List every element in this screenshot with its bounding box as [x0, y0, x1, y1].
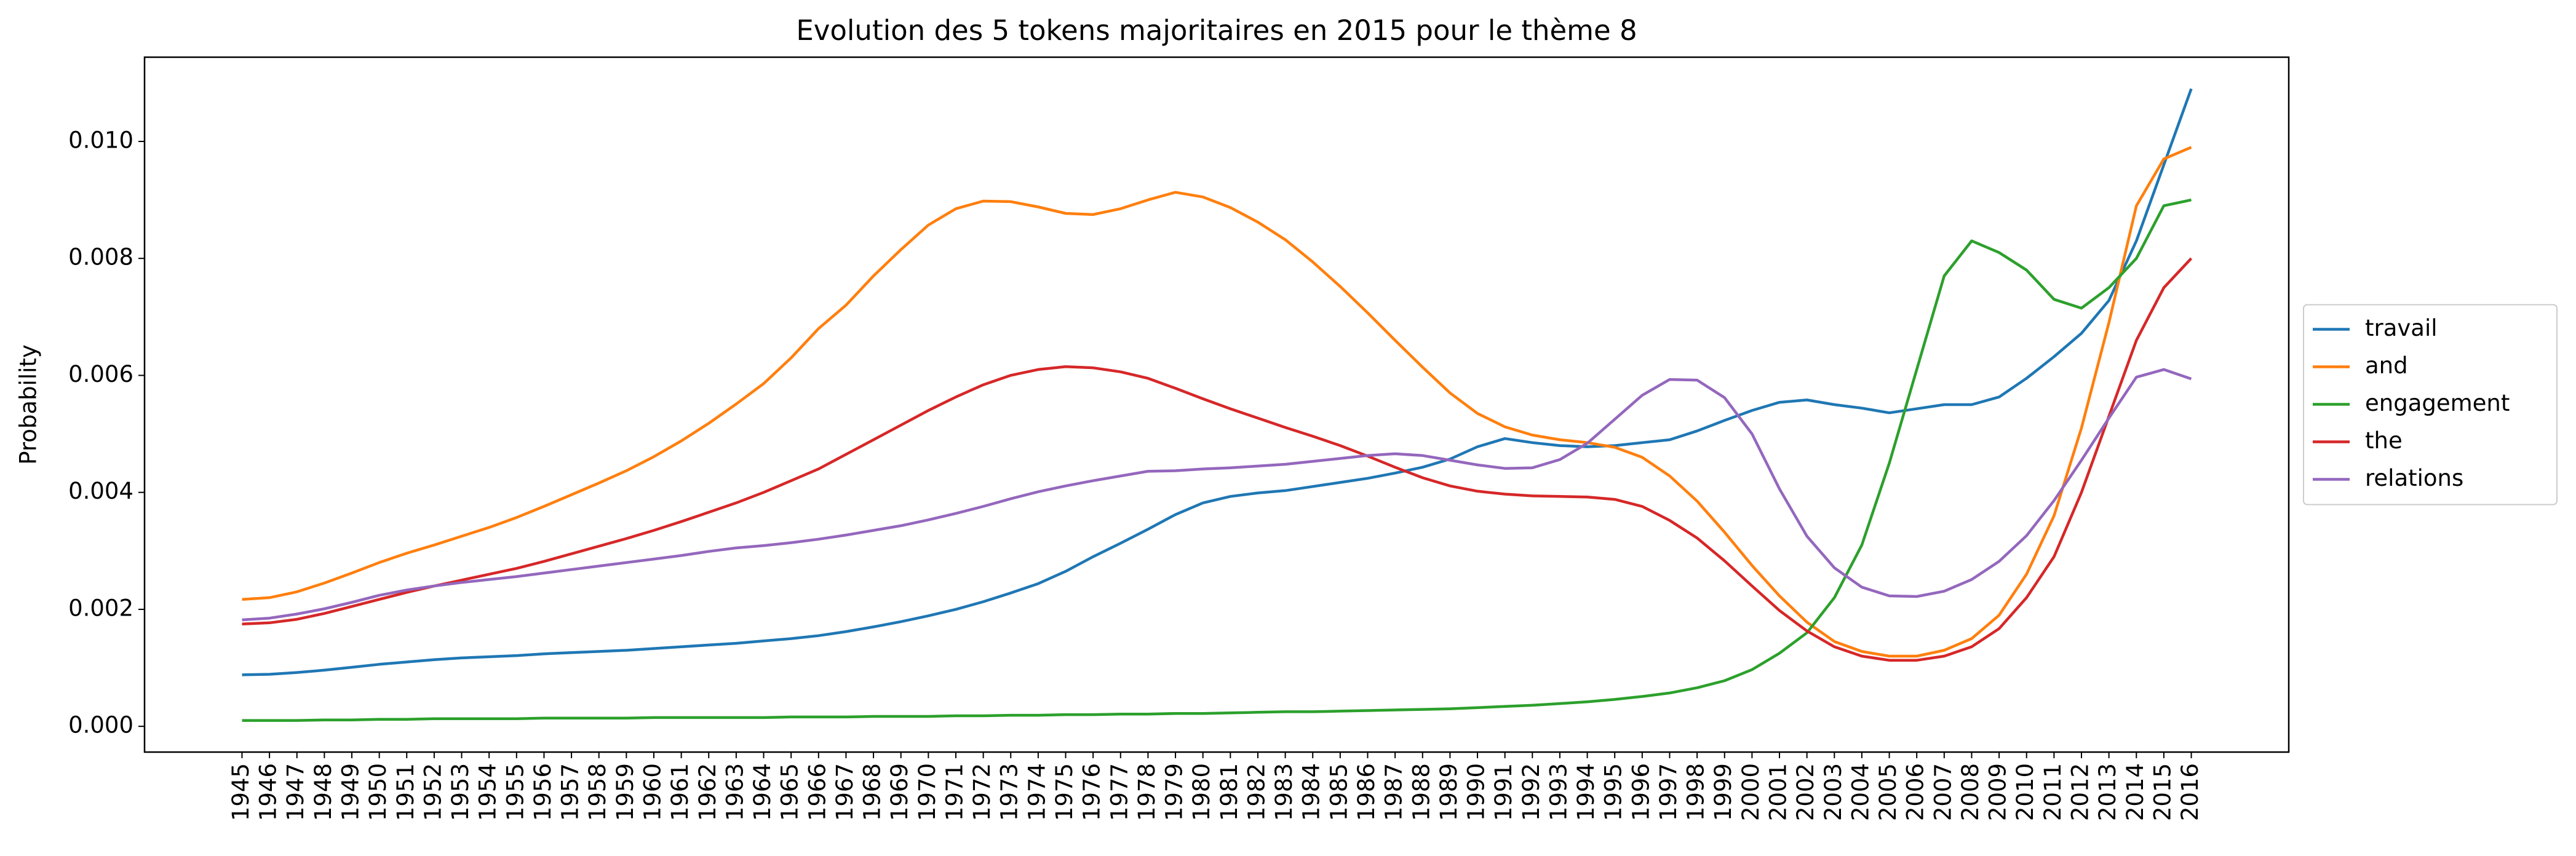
x-tick-label: 1956: [530, 763, 556, 821]
x-tick-label: 1962: [694, 763, 721, 821]
x-tick-label: 2002: [1792, 763, 1819, 821]
x-tick-label: 1973: [996, 763, 1023, 821]
x-tick-label: 1960: [639, 763, 666, 821]
y-tick-label: 0.008: [68, 244, 133, 271]
x-tick-label: 1970: [914, 763, 940, 821]
x-tick-label: 1946: [255, 763, 282, 821]
legend-label: and: [2365, 352, 2408, 379]
x-tick-label: 1959: [612, 763, 638, 821]
x-tick-label: 1997: [1655, 763, 1682, 821]
x-tick-label: 1975: [1051, 763, 1078, 821]
x-tick-label: 1985: [1326, 763, 1352, 821]
x-tick-label: 1976: [1079, 763, 1105, 821]
x-tick-label: 1982: [1243, 763, 1270, 821]
x-tick-label: 1957: [557, 763, 584, 821]
line-series: [242, 146, 2192, 658]
line-series: [242, 368, 2192, 622]
x-tick-label: 1984: [1298, 763, 1325, 821]
y-axis-label: Probability: [15, 344, 42, 465]
x-tick-label: 1964: [749, 763, 776, 821]
y-tick-label: 0.004: [68, 478, 133, 504]
x-tick-label: 2003: [1820, 763, 1847, 821]
x-tick-label: 1980: [1188, 763, 1215, 821]
x-tick-label: 1999: [1710, 763, 1736, 821]
x-tick-label: 2010: [2012, 763, 2038, 821]
x-tick-label: 1948: [310, 763, 336, 821]
x-tick-label: 1988: [1408, 763, 1434, 821]
x-tick-label: 2008: [1957, 763, 1984, 821]
line-series: [242, 198, 2192, 722]
x-tick-label: 1963: [722, 763, 748, 821]
x-tick-label: 1967: [832, 763, 858, 821]
x-tick-label: 1987: [1381, 763, 1407, 821]
x-tick-label: 1965: [777, 763, 803, 821]
x-tick-label: 1991: [1490, 763, 1517, 821]
legend-label: relations: [2365, 465, 2463, 491]
x-tick-label: 1945: [228, 763, 254, 821]
x-tick-label: 1954: [475, 763, 501, 821]
y-tick-label: 0.006: [68, 361, 133, 387]
x-tick-label: 1961: [667, 763, 693, 821]
line-series: [242, 257, 2193, 662]
x-tick-label: 1996: [1628, 763, 1654, 821]
x-tick-label: 1952: [419, 763, 446, 821]
x-tick-label: 1958: [584, 763, 611, 821]
x-tick-label: 2005: [1875, 763, 1901, 821]
x-tick-label: 1995: [1600, 763, 1627, 821]
x-tick-label: 2016: [2177, 763, 2203, 821]
x-tick-label: 1998: [1683, 763, 1709, 821]
legend-box: [2303, 304, 2558, 505]
x-tick-label: 1972: [969, 763, 995, 821]
x-tick-label: 1949: [337, 763, 364, 821]
x-tick-label: 2004: [1847, 763, 1874, 821]
x-tick-label: 1986: [1353, 763, 1380, 821]
x-tick-label: 2000: [1738, 763, 1764, 821]
legend-label: engagement: [2365, 390, 2510, 416]
x-tick-label: 1950: [365, 763, 391, 821]
x-tick-label: 1983: [1271, 763, 1297, 821]
x-tick-label: 2006: [1902, 763, 1929, 821]
x-tick-label: 2013: [2094, 763, 2121, 821]
x-tick-label: 2012: [2067, 763, 2094, 821]
y-tick-label: 0.010: [68, 127, 133, 153]
x-tick-label: 2014: [2122, 763, 2149, 821]
line-series: [242, 88, 2193, 676]
x-tick-label: 1955: [502, 763, 528, 821]
legend: travail and engagement the relations: [2303, 304, 2558, 505]
legend-label: travail: [2365, 315, 2438, 341]
x-tick-label: 2001: [1765, 763, 1792, 821]
x-tick-label: 1990: [1463, 763, 1490, 821]
y-tick-label: 0.002: [68, 595, 133, 621]
x-tick-label: 2011: [2040, 763, 2066, 821]
x-tick-label: 1993: [1545, 763, 1572, 821]
x-tick-label: 2009: [1985, 763, 2011, 821]
x-tick-label: 1953: [447, 763, 474, 821]
x-tick-label: 1989: [1436, 763, 1462, 821]
x-tick-label: 1971: [941, 763, 968, 821]
x-tick-label: 1951: [392, 763, 419, 821]
x-tick-label: 2015: [2149, 763, 2176, 821]
legend-label: the: [2365, 427, 2403, 454]
x-tick-label: 1968: [859, 763, 886, 821]
plot-frame: [143, 56, 2290, 753]
x-tick-label: 1969: [886, 763, 913, 821]
y-tick-label: 0.000: [68, 712, 133, 739]
x-tick-label: 1992: [1518, 763, 1544, 821]
x-tick-label: 1979: [1161, 763, 1188, 821]
x-tick-label: 2007: [1930, 763, 1956, 821]
x-tick-label: 1977: [1106, 763, 1132, 821]
x-tick-label: 1974: [1024, 763, 1050, 821]
chart-title: Evolution des 5 tokens majoritaires en 2…: [796, 14, 1637, 47]
x-tick-label: 1978: [1134, 763, 1160, 821]
x-tick-label: 1981: [1216, 763, 1242, 821]
x-tick-label: 1994: [1573, 763, 1599, 821]
x-tick-label: 1947: [282, 763, 309, 821]
x-tick-label: 1966: [804, 763, 830, 821]
